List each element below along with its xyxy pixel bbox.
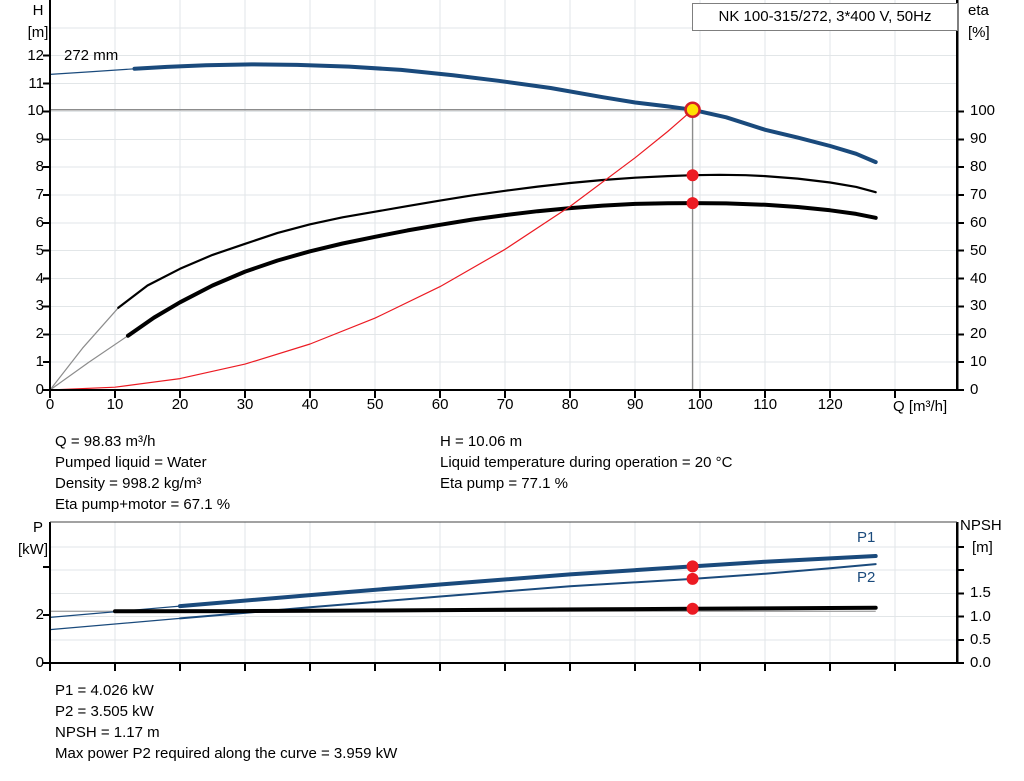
duty-annotations-right: H = 10.06 m Liquid temperature during op… xyxy=(440,431,732,494)
p2-curve xyxy=(179,563,877,620)
left-axis-tick-label: 4 xyxy=(35,269,44,287)
right-axis-tick-label: 40 xyxy=(970,269,987,287)
head-curve-272mm xyxy=(132,62,878,165)
right-axis-tick-label: 0.5 xyxy=(970,630,991,648)
eta-pump-motor-curve xyxy=(126,201,878,338)
right-axis-tick-label: 30 xyxy=(970,297,987,315)
flow-value: Q = 98.83 m³/h xyxy=(55,433,156,450)
eta-pump-motor-curve-thin xyxy=(49,335,129,391)
p2-point xyxy=(686,572,699,585)
eta-pump-motor-point xyxy=(686,197,699,210)
right-axis-tick-label: 50 xyxy=(970,241,987,259)
left-axis-tick-label: 1 xyxy=(35,353,44,371)
h-axis-title: H xyxy=(32,2,44,19)
right-axis-tick-label: 80 xyxy=(970,158,987,176)
x-axis-tick-label: 50 xyxy=(366,396,384,413)
impeller-diameter-label: 272 mm xyxy=(64,47,119,64)
right-axis-tick-label: 0.0 xyxy=(970,654,991,671)
liquid-temperature-value: Liquid temperature during operation = 20… xyxy=(440,454,733,471)
eta-axis-unit: [%] xyxy=(968,24,990,41)
head-curve-272mm-thin xyxy=(49,68,136,75)
eta-pump-point xyxy=(686,169,699,182)
left-axis-tick-label: 8 xyxy=(35,158,44,176)
pump-title-box: NK 100-315/272, 3*400 V, 50Hz xyxy=(692,3,958,31)
right-axis-tick-label: 90 xyxy=(970,130,987,148)
left-axis-tick-label: 7 xyxy=(35,186,44,203)
x-axis-tick-label: 10 xyxy=(106,396,124,413)
duty-annotations-left: Q = 98.83 m³/h Pumped liquid = Water Den… xyxy=(55,431,230,515)
head-value: H = 10.06 m xyxy=(440,433,523,450)
x-axis-tick-label: 0 xyxy=(45,396,55,413)
left-axis-tick-label: 10 xyxy=(27,102,44,120)
npsh-curve xyxy=(113,605,878,614)
right-axis-tick-label: 100 xyxy=(970,102,996,120)
x-axis-tick-label: 20 xyxy=(171,396,189,413)
right-axis-tick-label: 1.5 xyxy=(970,584,991,602)
x-axis-tick-label: 30 xyxy=(236,396,254,413)
left-axis-tick-label: 2 xyxy=(35,325,44,343)
x-axis-tick-label: 70 xyxy=(496,396,514,413)
right-axis-tick-label: 20 xyxy=(970,325,987,343)
right-axis-tick-label: 10 xyxy=(970,353,987,371)
left-axis-tick-label: 11 xyxy=(28,74,44,92)
x-axis-tick-label: 80 xyxy=(561,396,579,413)
left-axis-tick-label: 9 xyxy=(35,130,44,148)
p1-curve-label: P1 xyxy=(857,529,876,546)
eta-pump-motor-value: Eta pump+motor = 67.1 % xyxy=(55,496,231,513)
left-axis-tick-label: 0 xyxy=(35,381,44,398)
npsh-axis-title: NPSH xyxy=(960,517,1002,534)
left-axis-tick-label: 2 xyxy=(35,606,44,623)
x-axis-tick-label: 40 xyxy=(301,396,319,413)
x-axis-tick-label: 90 xyxy=(626,396,644,413)
left-axis-tick-label: 12 xyxy=(27,46,44,64)
left-axis-tick-label: 0 xyxy=(35,654,44,671)
duty-point[interactable] xyxy=(684,101,701,119)
p-axis-unit: [kW] xyxy=(18,541,48,558)
eta-axis-title: eta xyxy=(968,2,989,19)
x-axis-tick-label: 100 xyxy=(687,396,713,413)
right-axis-tick-label: 70 xyxy=(970,186,987,203)
p1-curve xyxy=(178,554,878,609)
right-axis-tick-label: 0 xyxy=(970,381,979,398)
eta-pump-curve xyxy=(117,173,877,309)
p2-curve-label: P2 xyxy=(857,569,876,586)
x-axis-tick-label: 120 xyxy=(817,396,843,413)
right-axis-tick-label: 60 xyxy=(970,213,987,231)
eta-pump-curve-thin xyxy=(49,307,119,391)
p1-value: P1 = 4.026 kW xyxy=(55,682,154,699)
eta-pump-value: Eta pump = 77.1 % xyxy=(440,475,568,492)
npsh-value: NPSH = 1.17 m xyxy=(55,724,160,741)
left-axis-tick-label: 3 xyxy=(35,297,44,315)
left-axis-tick-label: 6 xyxy=(35,213,44,231)
p2-value: P2 = 3.505 kW xyxy=(55,703,154,720)
p2-curve-thin xyxy=(49,617,181,631)
x-axis-tick-label: 60 xyxy=(431,396,449,413)
p-axis-title: P xyxy=(32,519,43,536)
density-value: Density = 998.2 kg/m³ xyxy=(55,475,202,492)
npsh-point xyxy=(686,602,699,615)
power-annotations: P1 = 4.026 kW P2 = 3.505 kW NPSH = 1.17 … xyxy=(55,680,397,764)
q-axis-title: Q [m³/h] xyxy=(893,398,948,415)
left-axis-tick-label: 5 xyxy=(35,241,44,259)
pumped-liquid-value: Pumped liquid = Water xyxy=(55,454,207,471)
max-power-value: Max power P2 required along the curve = … xyxy=(55,745,398,762)
right-axis-tick-label: 1.0 xyxy=(970,607,991,625)
p1-point xyxy=(686,560,699,573)
h-axis-unit: [m] xyxy=(27,24,49,41)
npsh-axis-unit: [m] xyxy=(972,539,993,556)
system-curve xyxy=(49,109,694,391)
x-axis-tick-label: 110 xyxy=(753,396,778,413)
